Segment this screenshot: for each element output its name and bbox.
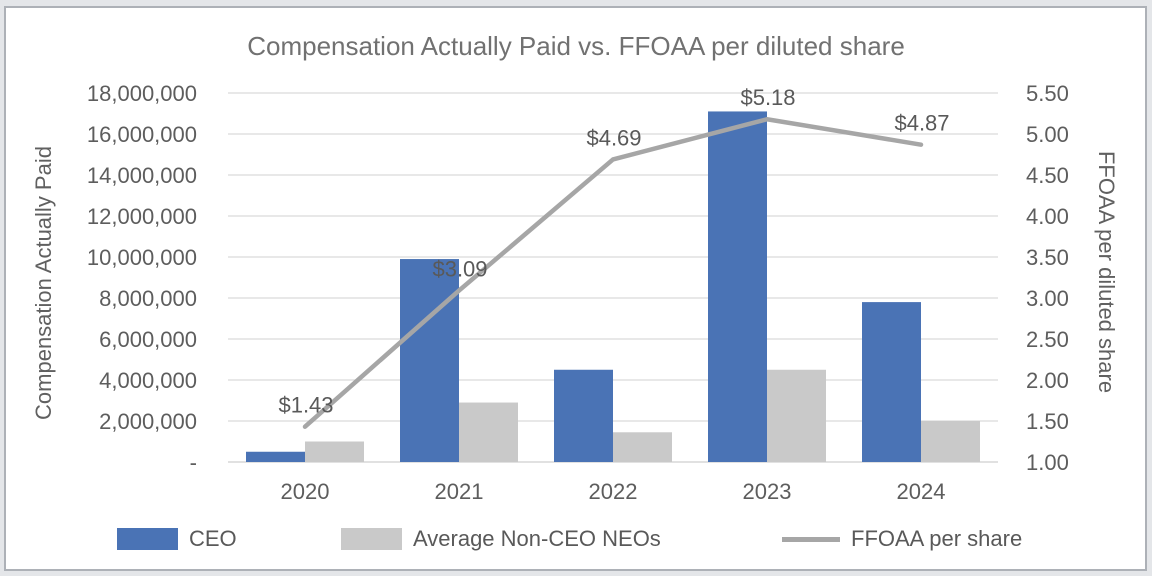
y-left-tick-label: 2,000,000 [99, 409, 197, 434]
line-data-label-2021: $3.09 [432, 257, 487, 282]
y-right-tick-label: 3.00 [1026, 286, 1069, 311]
line-data-label-2020: $1.43 [278, 393, 333, 418]
y-left-tick-label: - [190, 450, 197, 475]
y-left-tick-label: 14,000,000 [87, 163, 197, 188]
x-tick-label-2021: 2021 [435, 479, 484, 504]
legend-swatch-non-ceo-neos [341, 528, 402, 550]
bar-non-ceo-neos-2023 [767, 369, 826, 462]
bar-non-ceo-neos-2022 [613, 432, 672, 462]
x-tick-label-2022: 2022 [589, 479, 638, 504]
bar-ceo-2023 [708, 111, 767, 462]
legend-swatch-ceo [117, 528, 178, 550]
x-tick-label-2024: 2024 [897, 479, 946, 504]
legend-label-ceo: CEO [189, 526, 237, 551]
legend-item-ffoaa-line: FFOAA per share [782, 526, 1023, 551]
y-left-tick-label: 18,000,000 [87, 81, 197, 106]
x-tick-label-2023: 2023 [743, 479, 792, 504]
y-left-tick-label: 4,000,000 [99, 368, 197, 393]
bar-ceo-2020 [246, 451, 305, 462]
y-left-tick-label: 12,000,000 [87, 204, 197, 229]
y-right-tick-label: 1.50 [1026, 409, 1069, 434]
chart-window-frame [4, 6, 1147, 571]
bar-non-ceo-neos-2024 [921, 421, 980, 462]
line-data-label-2024: $4.87 [894, 111, 949, 136]
y-left-tick-label: 6,000,000 [99, 327, 197, 352]
y-right-tick-label: 3.50 [1026, 245, 1069, 270]
ffoaa-line [302, 116, 924, 429]
bar-ceo-2024 [862, 302, 921, 462]
y-right-tick-label: 4.50 [1026, 163, 1069, 188]
y-left-tick-label: 16,000,000 [87, 122, 197, 147]
y-left-tick-label: 10,000,000 [87, 245, 197, 270]
bar-ceo-2021 [400, 259, 459, 462]
line-data-label-2022: $4.69 [586, 125, 641, 150]
y-right-tick-label: 5.00 [1026, 122, 1069, 147]
y-right-tick-label: 5.50 [1026, 81, 1069, 106]
legend-label-ffoaa: FFOAA per share [851, 526, 1023, 551]
y-right-tick-label: 2.50 [1026, 327, 1069, 352]
legend-line-swatch-icon [782, 536, 840, 542]
legend-item-ceo: CEO [117, 526, 237, 551]
x-tick-label-2020: 2020 [281, 479, 330, 504]
bar-ceo-2022 [554, 369, 613, 462]
chart-title: Compensation Actually Paid vs. FFOAA per… [247, 31, 905, 61]
y-right-tick-label: 1.00 [1026, 450, 1069, 475]
bar-non-ceo-neos-2021 [459, 402, 518, 462]
legend-item-non-ceo-neos: Average Non-CEO NEOs [341, 526, 661, 551]
legend-label-non-ceo-neos: Average Non-CEO NEOs [413, 526, 661, 551]
y-left-tick-label: 8,000,000 [99, 286, 197, 311]
y-right-tick-label: 4.00 [1026, 204, 1069, 229]
line-data-label-2023: $5.18 [740, 85, 795, 110]
bar-non-ceo-neos-2020 [305, 441, 364, 462]
y-right-tick-label: 2.00 [1026, 368, 1069, 393]
